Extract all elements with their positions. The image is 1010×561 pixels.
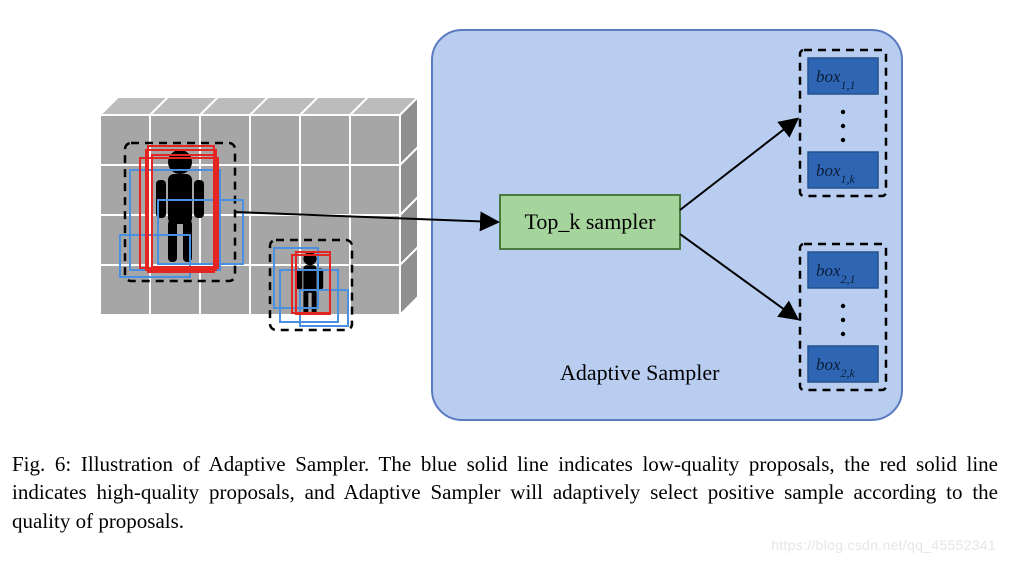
caption-text: Illustration of Adaptive Sampler. The bl… [12, 452, 998, 533]
figure-caption: Fig. 6: Illustration of Adaptive Sampler… [12, 450, 998, 535]
figure-stage: Adaptive SamplerTop_k samplerbox1,1box1,… [0, 0, 1010, 561]
watermark-text: https://blog.csdn.net/qq_45552341 [771, 537, 996, 553]
svg-text:Adaptive Sampler: Adaptive Sampler [560, 360, 720, 385]
svg-text:Top_k sampler: Top_k sampler [524, 209, 656, 234]
adaptive-sampler-diagram: Adaptive SamplerTop_k samplerbox1,1box1,… [0, 0, 1010, 430]
caption-prefix: Fig. 6: [12, 452, 71, 476]
